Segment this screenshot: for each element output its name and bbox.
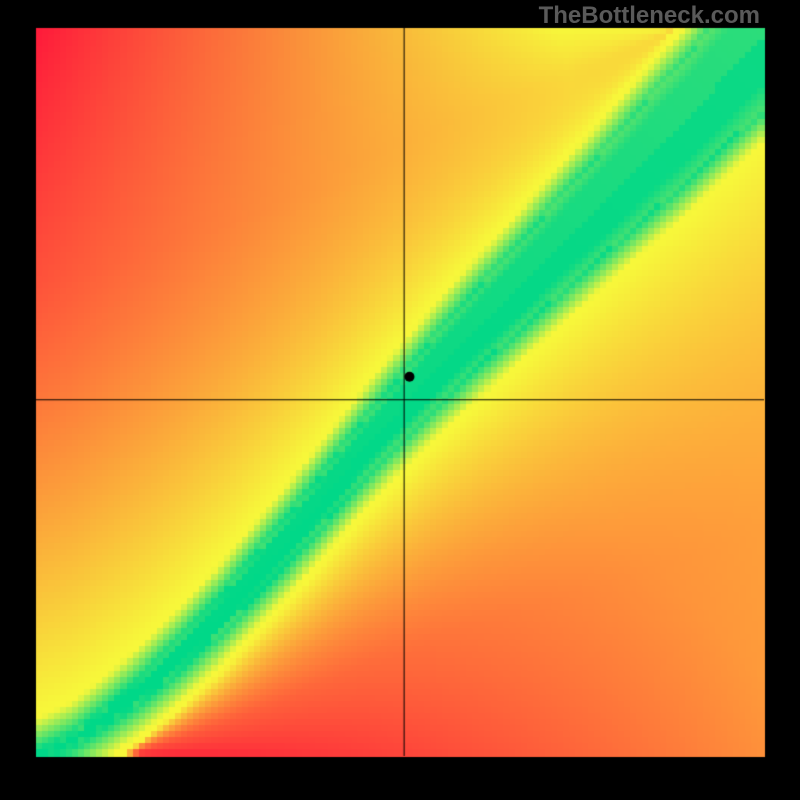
bottleneck-heatmap [0, 0, 800, 800]
chart-container: TheBottleneck.com [0, 0, 800, 800]
watermark-text: TheBottleneck.com [539, 2, 760, 30]
